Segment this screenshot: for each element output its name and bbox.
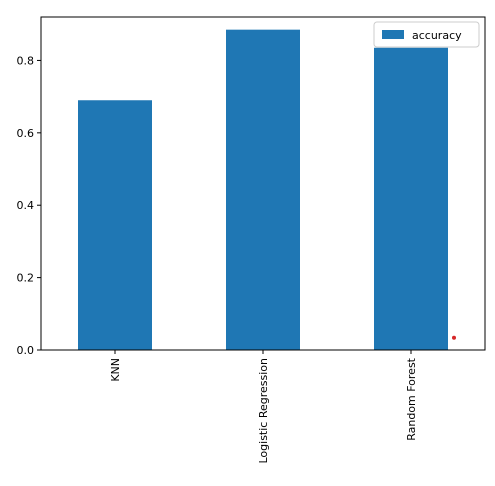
y-axis: 0.0 0.2 0.4 0.6 0.8 [17,54,41,357]
y-tick-label: 0.4 [17,199,35,212]
axes-frame [40,16,486,351]
legend-box [373,21,480,48]
y-tick-label: 0.6 [17,127,35,140]
y-tick-label: 0.0 [17,344,35,357]
legend-label: accuracy [412,29,462,42]
x-axis: KNN Logistic Regression Random Forest [109,350,418,464]
x-tick-label: Logistic Regression [257,358,270,464]
y-tick-label: 0.8 [17,54,35,67]
bar-knn [78,100,152,350]
legend-swatch [382,30,404,39]
legend: accuracy [373,21,480,48]
bar-logistic-regression [226,29,300,350]
red-dot-marker [452,335,456,340]
x-tick-label: KNN [109,358,122,382]
y-tick-label: 0.2 [17,272,35,285]
plot-area [78,29,456,351]
x-tick-label: Random Forest [405,357,418,440]
bar-random-forest [374,47,448,351]
